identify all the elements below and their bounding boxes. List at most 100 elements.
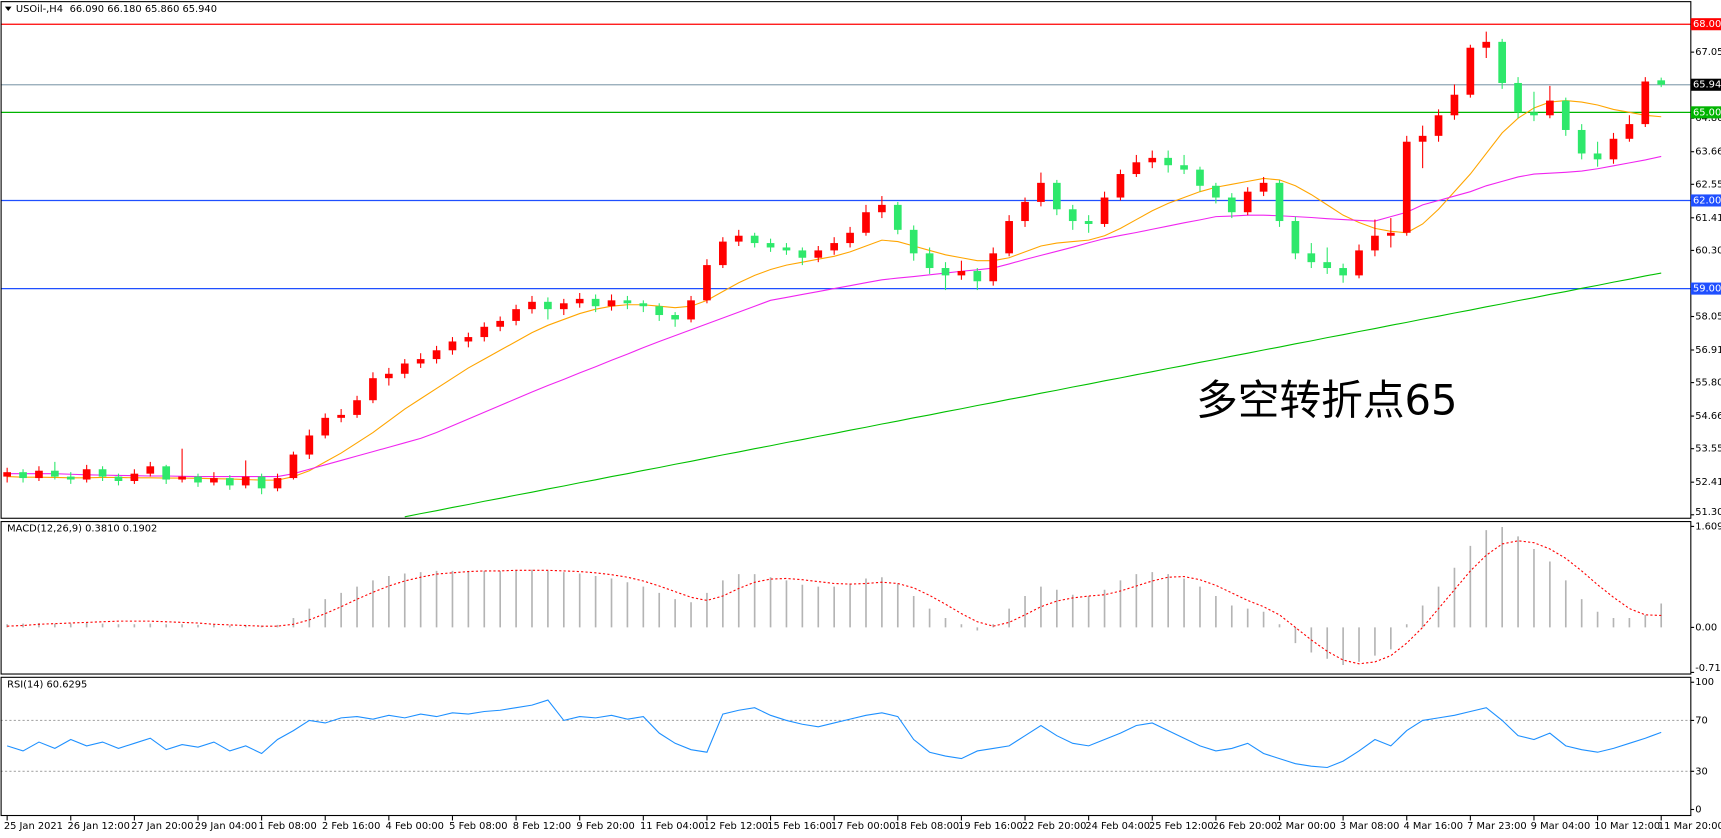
candle-body <box>655 306 664 316</box>
candle-body <box>1450 94 1459 116</box>
plot-area <box>6 526 1663 666</box>
candle-body <box>1514 82 1522 113</box>
candle-body <box>1212 185 1220 198</box>
candle-body <box>210 478 218 483</box>
candle-body <box>973 270 982 282</box>
candle-body <box>1418 135 1427 142</box>
candle-body <box>337 414 345 418</box>
candle-body <box>162 466 171 480</box>
annotation: 多空转折点65 <box>1196 376 1457 425</box>
candle-body <box>1355 250 1363 276</box>
x-tick-label: 18 Feb 08:00 <box>895 821 960 832</box>
y-tick-label: -0.717 <box>1695 663 1721 674</box>
candle-body <box>1021 201 1029 222</box>
candle-body <box>703 265 711 301</box>
candle-body <box>734 235 743 242</box>
y-tick-label: 1.6093 <box>1695 521 1721 532</box>
candle-body <box>782 247 791 251</box>
y-tick-label: 58.050 <box>1695 312 1721 323</box>
candle-body <box>687 300 695 320</box>
level-box <box>1690 18 1721 31</box>
x-tick-label: 3 Mar 08:00 <box>1340 821 1400 832</box>
candle-body <box>814 250 823 258</box>
x-tick-label: 8 Feb 12:00 <box>513 821 571 832</box>
candle-body <box>1005 221 1013 254</box>
x-tick-label: 2 Feb 16:00 <box>322 821 380 832</box>
y-tick-label: 55.800 <box>1695 378 1721 389</box>
candle-body <box>575 298 584 304</box>
candle-body <box>925 253 934 269</box>
candle-body <box>1339 268 1347 276</box>
line <box>6 699 1662 769</box>
candle-body <box>512 309 520 321</box>
y-tick-label: 30 <box>1695 766 1708 777</box>
line <box>404 272 1662 518</box>
candle-body <box>1291 221 1300 254</box>
y-tick-label: 54.660 <box>1695 411 1721 422</box>
candle-body <box>1546 100 1554 116</box>
chart-title: USOil-,H4 66.090 66.180 65.860 65.940 <box>16 4 217 15</box>
level-label: 68.000 <box>1693 19 1721 30</box>
y-tick-label: 51.300 <box>1695 507 1721 518</box>
candle-body <box>1259 182 1268 192</box>
candle-body <box>639 303 648 307</box>
panel-frame <box>0 521 1692 675</box>
candle-body <box>369 378 377 401</box>
candle-body <box>273 478 282 489</box>
candle-body <box>1275 182 1284 222</box>
candle-body <box>257 476 266 489</box>
candle-body <box>766 243 775 248</box>
y-tick-label: 0 <box>1695 804 1701 815</box>
candle-body <box>941 268 950 276</box>
candle-body <box>1243 191 1252 213</box>
candle-body <box>1227 197 1236 213</box>
candle-body <box>957 270 966 276</box>
x-tick-label: 19 Feb 16:00 <box>958 821 1023 832</box>
rsi-title: RSI(14) 60.6295 <box>7 679 87 690</box>
candle-body <box>989 253 998 282</box>
candle-body <box>1148 157 1157 163</box>
candle-body <box>305 435 314 455</box>
x-tick-label: 7 Mar 23:00 <box>1467 821 1527 832</box>
candle-body <box>544 301 552 310</box>
x-tick-label: 2 Mar 00:00 <box>1276 821 1336 832</box>
candle-body <box>1100 197 1109 224</box>
candle-body <box>1037 182 1045 202</box>
level-label: 59.000 <box>1693 284 1721 295</box>
candle-body <box>1132 162 1141 175</box>
symbol-title: USOil-,H4 <box>16 4 63 15</box>
candle-body <box>114 476 123 481</box>
candle-body <box>1466 47 1475 95</box>
candle-body <box>623 300 632 304</box>
y-tick-label: 64.800 <box>1695 113 1721 124</box>
candle-body <box>607 300 616 307</box>
candle-body <box>671 315 679 320</box>
level-box <box>1690 194 1721 207</box>
y-tick-label: 56.910 <box>1695 345 1721 356</box>
plot-area <box>0 23 1691 518</box>
candle-body <box>1180 165 1188 170</box>
candle-body <box>1196 169 1204 186</box>
line <box>7 100 1662 481</box>
candle-body <box>559 303 568 310</box>
candle-body <box>1323 262 1332 269</box>
candle-body <box>35 470 43 479</box>
x-tick-label: 1 Feb 08:00 <box>258 821 316 832</box>
y-tick-label: 61.410 <box>1695 213 1721 224</box>
x-tick-label: 25 Jan 2021 <box>4 821 63 832</box>
candle-body <box>321 417 330 436</box>
candle-body <box>1307 253 1316 263</box>
candle-body <box>353 400 361 415</box>
x-tick-label: 9 Feb 20:00 <box>576 821 634 832</box>
candle-body <box>1164 157 1173 166</box>
candle-body <box>830 243 839 251</box>
candle-body <box>878 204 886 213</box>
candle-body <box>19 472 27 479</box>
candle-body <box>146 466 155 474</box>
candle-body <box>1084 221 1093 224</box>
line <box>7 540 1662 665</box>
panel-frame <box>0 676 1692 817</box>
